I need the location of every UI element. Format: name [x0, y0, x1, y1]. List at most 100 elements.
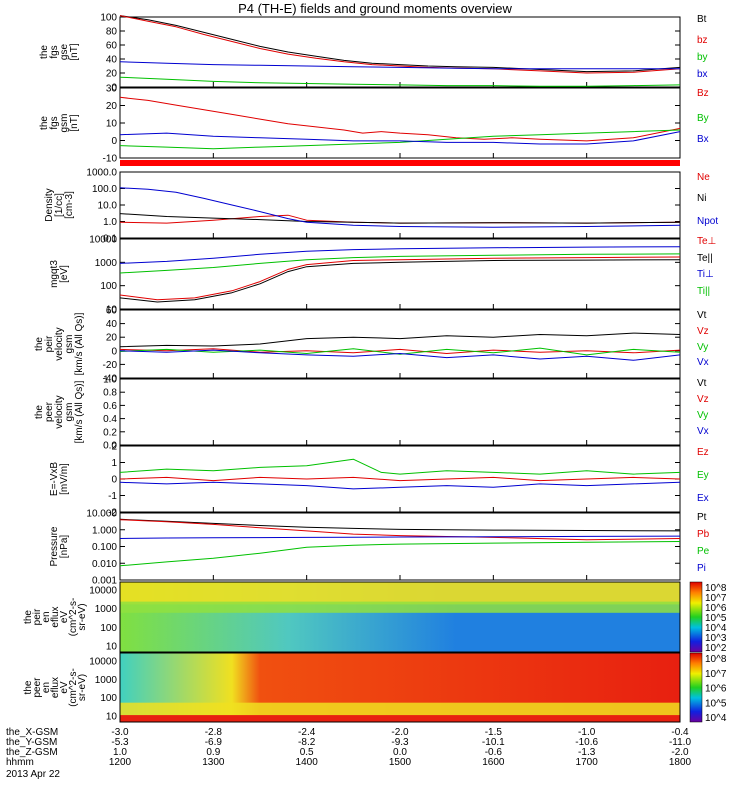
x-axis-row-label: the_X-GSM — [6, 727, 58, 738]
y-axis-label: [nT] — [69, 114, 80, 131]
y-axis-label: [nT] — [69, 43, 80, 60]
y-tick-label: -40 — [103, 374, 118, 385]
x-axis-value: -2.0 — [671, 747, 689, 758]
y-axis-label: the — [34, 405, 45, 419]
x-axis-value: -10.6 — [575, 737, 598, 748]
x-axis-value: 1.0 — [113, 747, 127, 758]
y-axis-label: gsm — [59, 114, 70, 133]
legend-efield-0: Ez — [697, 447, 709, 458]
panel-peer-velocity: 1.0 0.8 0.6 0.4 0.2 0.0 the peer velocity gsm [km/… — [34, 375, 709, 452]
x-axis-value: -2.0 — [391, 727, 409, 738]
y-tick-label: 30 — [106, 84, 118, 95]
series-density-0 — [119, 214, 681, 224]
y-axis-label: eflux — [50, 606, 61, 627]
y-tick-label: 1.000 — [92, 525, 117, 536]
legend-peer-velocity-2: Vy — [697, 410, 708, 421]
y-axis-label: gsm — [64, 335, 75, 354]
y-axis-label: the — [34, 337, 45, 351]
legend-pressure-0: Pt — [697, 512, 707, 523]
y-axis-label: en — [41, 611, 52, 622]
legend-pressure-1: Pb — [697, 529, 710, 540]
colorbar-label: 10^8 — [705, 654, 727, 665]
legend-peer-velocity-1: Vz — [697, 394, 709, 405]
y-tick-label: 100 — [100, 13, 117, 24]
y-tick-label: 10000 — [89, 235, 117, 246]
series-fgs-gse-2 — [119, 76, 681, 87]
panel-frame — [119, 171, 681, 239]
series-fgs-gsm-2 — [119, 131, 681, 145]
y-axis-label: peir — [32, 608, 43, 625]
y-axis-label: [1/cc] — [54, 193, 65, 217]
x-axis-value: 0.5 — [300, 747, 314, 758]
series-pressure-3 — [119, 535, 681, 539]
y-tick-label: 1 — [111, 458, 117, 469]
legend-fgs-gse-0: Bt — [697, 14, 707, 25]
series-fgs-gse-0 — [119, 15, 681, 73]
y-tick-label: -1 — [108, 491, 117, 502]
y-tick-label: 1000 — [95, 675, 118, 686]
panel-peir-velocity: 60 40 20 0 -20 -40 the peir velocity gsm [km/s (Al… — [34, 306, 709, 385]
y-tick-label: 0 — [111, 475, 117, 486]
series-pressure-1 — [119, 519, 681, 541]
x-axis-value: -0.6 — [485, 747, 503, 758]
y-axis-label: gse — [59, 44, 70, 61]
y-axis-label: mgqt3 — [49, 260, 60, 288]
y-tick-label: 100 — [100, 623, 117, 634]
series-efield-2 — [119, 481, 681, 490]
y-tick-label: 80 — [106, 27, 118, 38]
y-axis-label: Density — [44, 188, 55, 221]
spectrogram-band — [120, 601, 680, 613]
figure-title: P4 (TH-E) fields and ground moments over… — [238, 1, 512, 16]
y-tick-label: 0.0 — [103, 441, 117, 452]
y-axis-label: fgs — [49, 45, 60, 58]
y-axis-label: (cm^2-s- — [68, 668, 79, 707]
legend-peer-velocity-3: Vx — [697, 426, 709, 437]
y-axis-label: [eV] — [59, 265, 70, 283]
legend-density-1: Ni — [697, 193, 706, 204]
series-fgs-gse-3 — [119, 61, 680, 70]
legend-efield-2: Ex — [697, 493, 709, 504]
legend-pressure-3: Pi — [697, 563, 706, 574]
panel-fgs-gsm: 30 20 10 0 -10 the fgs gsm [nT] Bz By Bx — [39, 84, 709, 165]
spectrogram-peir-en-eflux: 10000 1000 100 10 thepeirenefluxeV(cm^2-s-sr… — [23, 581, 727, 654]
colorbar-label: 10^6 — [705, 684, 727, 695]
y-axis-label: the — [23, 680, 34, 694]
y-axis-label: en — [41, 682, 52, 693]
y-axis-label: sr-eV) — [77, 674, 88, 701]
series-peir-velocity-2 — [119, 347, 681, 356]
series-fgs-gse-1 — [119, 15, 681, 74]
legend-peir-velocity-0: Vt — [697, 310, 707, 321]
legend-pressure-2: Pe — [697, 546, 710, 557]
colorbar-label: 10^4 — [705, 623, 727, 634]
legend-temperature-3: Ti|| — [697, 286, 710, 297]
panel-frame — [119, 87, 681, 159]
colorbar-label: 10^7 — [705, 593, 727, 604]
colorbar-label: 10^3 — [705, 633, 727, 644]
y-tick-label: 0 — [111, 136, 117, 147]
x-axis-value: 1800 — [669, 757, 692, 768]
x-axis-value: 0.9 — [206, 747, 220, 758]
x-axis-table: the_X-GSM -3.0 -2.8 -2.4 -2.0 -1.5 -1.0 -0.4 the… — [6, 727, 692, 780]
x-axis-value: -5.3 — [111, 737, 129, 748]
y-axis-label: [km/s (All Qs)] — [74, 312, 85, 375]
y-tick-label: 10000 — [89, 586, 117, 597]
y-axis-label: the — [39, 45, 50, 59]
x-axis-value: -6.9 — [205, 737, 223, 748]
y-tick-label: 1000.0 — [86, 168, 117, 179]
legend-density-0: Ne — [697, 172, 710, 183]
y-tick-label: 60 — [106, 41, 118, 52]
y-tick-label: 20 — [106, 101, 118, 112]
y-tick-label: 10 — [106, 712, 118, 723]
legend-fgs-gse-1: bz — [697, 35, 708, 46]
y-axis-label: sr-eV) — [77, 603, 88, 630]
series-temperature-1 — [119, 259, 681, 303]
legend-peer-velocity-0: Vt — [697, 378, 707, 389]
y-tick-label: -10 — [103, 154, 118, 165]
colorbar-label: 10^2 — [705, 643, 727, 654]
y-axis-label: peir — [44, 335, 55, 352]
y-axis-label: gsm — [64, 403, 75, 422]
x-axis-value: 1600 — [482, 757, 505, 768]
y-tick-label: 0.001 — [92, 576, 117, 587]
